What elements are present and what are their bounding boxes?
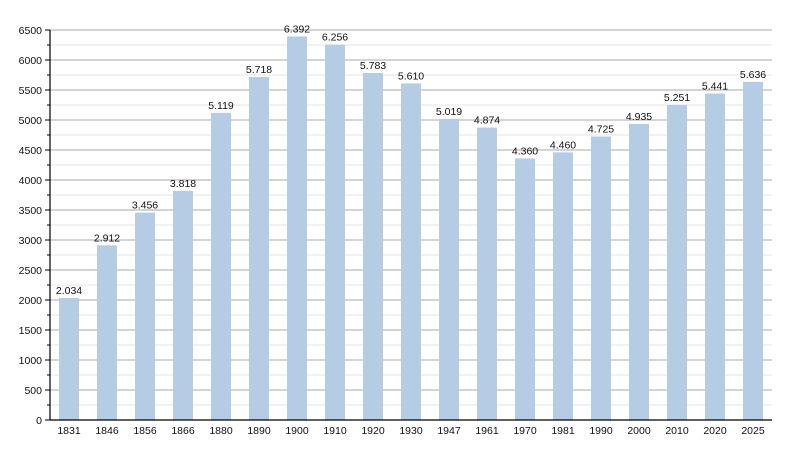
data-label: 5.119: [208, 100, 234, 112]
x-tick-label: 1981: [551, 425, 575, 437]
y-tick-label: 500: [24, 385, 42, 397]
bar-1831: [59, 297, 79, 420]
x-tick-label: 2000: [627, 425, 651, 437]
bar-1990: [591, 136, 611, 420]
y-tick-label: 4500: [19, 145, 43, 157]
bar-1961: [477, 127, 497, 420]
y-tick-label: 1000: [19, 355, 43, 367]
data-label: 2.912: [94, 232, 120, 244]
bar-1947: [439, 118, 459, 421]
data-label: 5.441: [702, 81, 728, 93]
y-tick-label: 6500: [19, 25, 43, 37]
data-label: 5.718: [246, 64, 272, 76]
x-tick-label: 1920: [361, 425, 385, 437]
x-tick-label: 1970: [513, 425, 537, 437]
y-tick-label: 5500: [19, 85, 43, 97]
y-tick-label: 6000: [19, 55, 43, 67]
bar-1846: [97, 245, 117, 420]
bar-1890: [249, 76, 269, 421]
x-tick-label: 1880: [209, 425, 233, 437]
x-tick-label: 1947: [437, 425, 461, 437]
bar-1970: [515, 158, 535, 420]
y-tick-label: 2000: [19, 295, 43, 307]
bar-1866: [173, 190, 193, 420]
bar-1910: [325, 44, 345, 420]
bar-1900: [287, 36, 307, 420]
data-label: 6.256: [322, 32, 348, 44]
x-tick-label: 1900: [285, 425, 309, 437]
bar-1856: [135, 212, 155, 420]
data-label: 5.636: [740, 69, 766, 81]
x-tick-label: 1846: [95, 425, 119, 437]
x-tick-label: 1866: [171, 425, 195, 437]
y-tick-label: 2500: [19, 265, 43, 277]
bar-1930: [401, 83, 421, 421]
data-label: 5.783: [360, 60, 386, 72]
data-label: 4.360: [512, 145, 538, 157]
x-tick-label: 1930: [399, 425, 423, 437]
x-tick-label: 1856: [133, 425, 157, 437]
data-label: 4.725: [588, 124, 614, 136]
y-tick-label: 3000: [19, 235, 43, 247]
x-tick-label: 1961: [475, 425, 499, 437]
data-label: 5.251: [664, 92, 690, 104]
y-tick-label: 0: [36, 415, 42, 427]
x-tick-label: 2020: [703, 425, 727, 437]
bar-2010: [667, 104, 687, 420]
data-label: 4.460: [550, 139, 576, 151]
data-label: 4.874: [474, 115, 500, 127]
data-label: 5.610: [398, 70, 424, 82]
data-label: 4.935: [626, 111, 652, 123]
data-label: 3.818: [170, 178, 196, 190]
bar-2020: [705, 93, 725, 420]
bar-1920: [363, 73, 383, 421]
x-tick-label: 1990: [589, 425, 613, 437]
bar-1880: [211, 112, 231, 421]
x-tick-label: 1831: [57, 425, 81, 437]
bar-1981: [553, 152, 573, 420]
x-tick-label: 1890: [247, 425, 271, 437]
y-tick-label: 4000: [19, 175, 43, 187]
bar-2000: [629, 123, 649, 421]
x-tick-label: 1910: [323, 425, 347, 437]
data-label: 5.019: [436, 106, 462, 118]
y-tick-label: 5000: [19, 115, 43, 127]
x-tick-label: 2010: [665, 425, 689, 437]
y-tick-label: 3500: [19, 205, 43, 217]
data-label: 6.392: [284, 23, 310, 35]
data-label: 2.034: [56, 285, 82, 297]
data-label: 3.456: [132, 200, 158, 212]
x-tick-label: 2025: [741, 425, 765, 437]
y-tick-label: 1500: [19, 325, 43, 337]
bar-2025: [743, 81, 763, 420]
